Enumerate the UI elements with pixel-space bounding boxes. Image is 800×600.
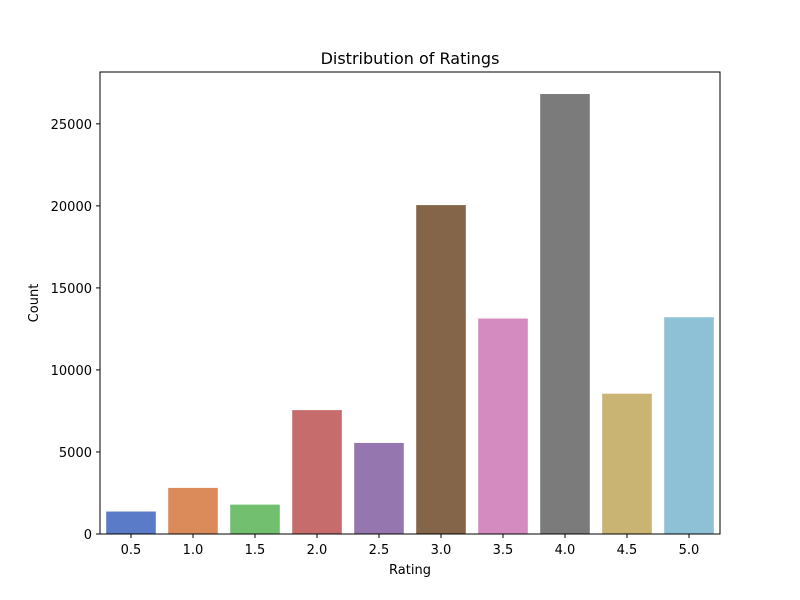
chart-title: Distribution of Ratings xyxy=(321,49,500,68)
y-tick-label: 0 xyxy=(84,528,92,543)
bar-3.5 xyxy=(478,318,528,534)
x-tick-label: 2.5 xyxy=(369,543,390,558)
x-tick-label: 3.0 xyxy=(431,543,452,558)
bar-0.5 xyxy=(106,511,156,534)
plot-frame xyxy=(99,71,721,535)
bar-1.0 xyxy=(168,487,218,534)
bar-1.5 xyxy=(230,504,280,534)
bar-5.0 xyxy=(664,317,714,534)
y-axis-label: Count xyxy=(27,284,42,323)
x-tick-label: 5.0 xyxy=(679,543,700,558)
y-tick-label: 15000 xyxy=(51,282,92,297)
x-tick-label: 4.5 xyxy=(617,543,638,558)
x-axis-ticks: 0.5 1.0 1.5 2.0 2.5 3.0 3.5 4.0 4.5 5.0 xyxy=(121,534,700,558)
y-tick-label: 5000 xyxy=(59,446,92,461)
x-tick-label: 4.0 xyxy=(555,543,576,558)
y-tick-label: 25000 xyxy=(51,118,92,133)
y-tick-label: 20000 xyxy=(51,200,92,215)
bars-group xyxy=(106,94,714,535)
bar-4.5 xyxy=(602,393,652,534)
x-tick-label: 0.5 xyxy=(121,543,142,558)
bar-3.0 xyxy=(416,205,466,534)
y-axis-ticks: 0 5000 10000 15000 20000 25000 xyxy=(51,118,100,543)
x-axis-label: Rating xyxy=(389,563,431,578)
bar-4.0 xyxy=(540,94,590,535)
x-tick-label: 1.0 xyxy=(183,543,204,558)
x-tick-label: 1.5 xyxy=(245,543,266,558)
x-tick-label: 2.0 xyxy=(307,543,328,558)
y-tick-label: 10000 xyxy=(51,364,92,379)
bar-2.0 xyxy=(292,410,342,534)
x-tick-label: 3.5 xyxy=(493,543,514,558)
bar-2.5 xyxy=(354,442,404,534)
